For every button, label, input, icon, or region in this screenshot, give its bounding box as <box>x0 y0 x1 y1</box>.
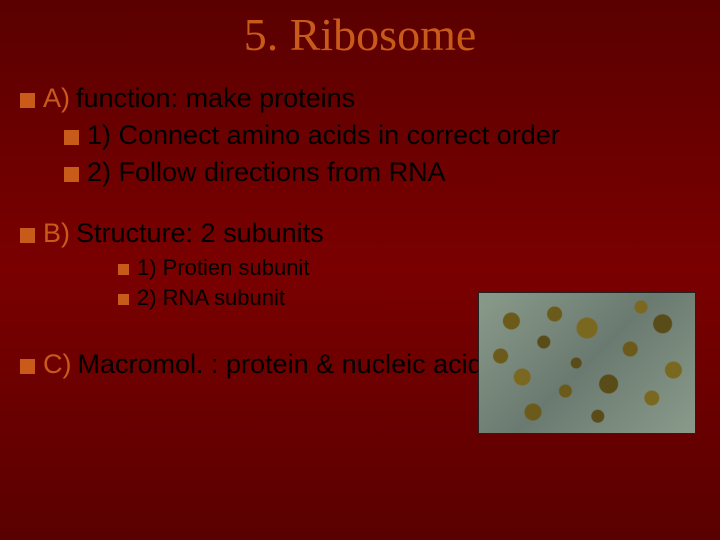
row-a: A) function: make proteins <box>0 83 720 114</box>
row-b-text: Structure: 2 subunits <box>76 218 324 249</box>
row-b-leader: B) <box>43 218 70 249</box>
row-b-sub1: 1) Protien subunit <box>0 255 720 281</box>
row-a-leader: A) <box>43 83 70 114</box>
bullet-icon <box>20 228 35 243</box>
row-a-sub1-text: 1) Connect amino acids in correct order <box>87 120 560 151</box>
bullet-icon <box>20 93 35 108</box>
bullet-icon <box>64 167 79 182</box>
row-b: B) Structure: 2 subunits <box>0 218 720 249</box>
ribosome-micrograph-image <box>478 292 696 434</box>
row-c-text: Macromol. : protein & nucleic acid <box>78 349 483 380</box>
bullet-icon <box>118 264 129 275</box>
row-b-sub2-text: 2) RNA subunit <box>137 285 285 311</box>
row-c-leader: C) <box>43 349 72 380</box>
row-a-text: function: make proteins <box>76 83 355 114</box>
row-b-sub1-text: 1) Protien subunit <box>137 255 309 281</box>
row-a-sub1: 1) Connect amino acids in correct order <box>0 120 720 151</box>
bullet-icon <box>64 130 79 145</box>
row-a-sub2-text: 2) Follow directions from RNA <box>87 157 446 188</box>
slide-title: 5. Ribosome <box>0 0 720 83</box>
bullet-icon <box>118 294 129 305</box>
row-a-sub2: 2) Follow directions from RNA <box>0 157 720 188</box>
bullet-icon <box>20 359 35 374</box>
